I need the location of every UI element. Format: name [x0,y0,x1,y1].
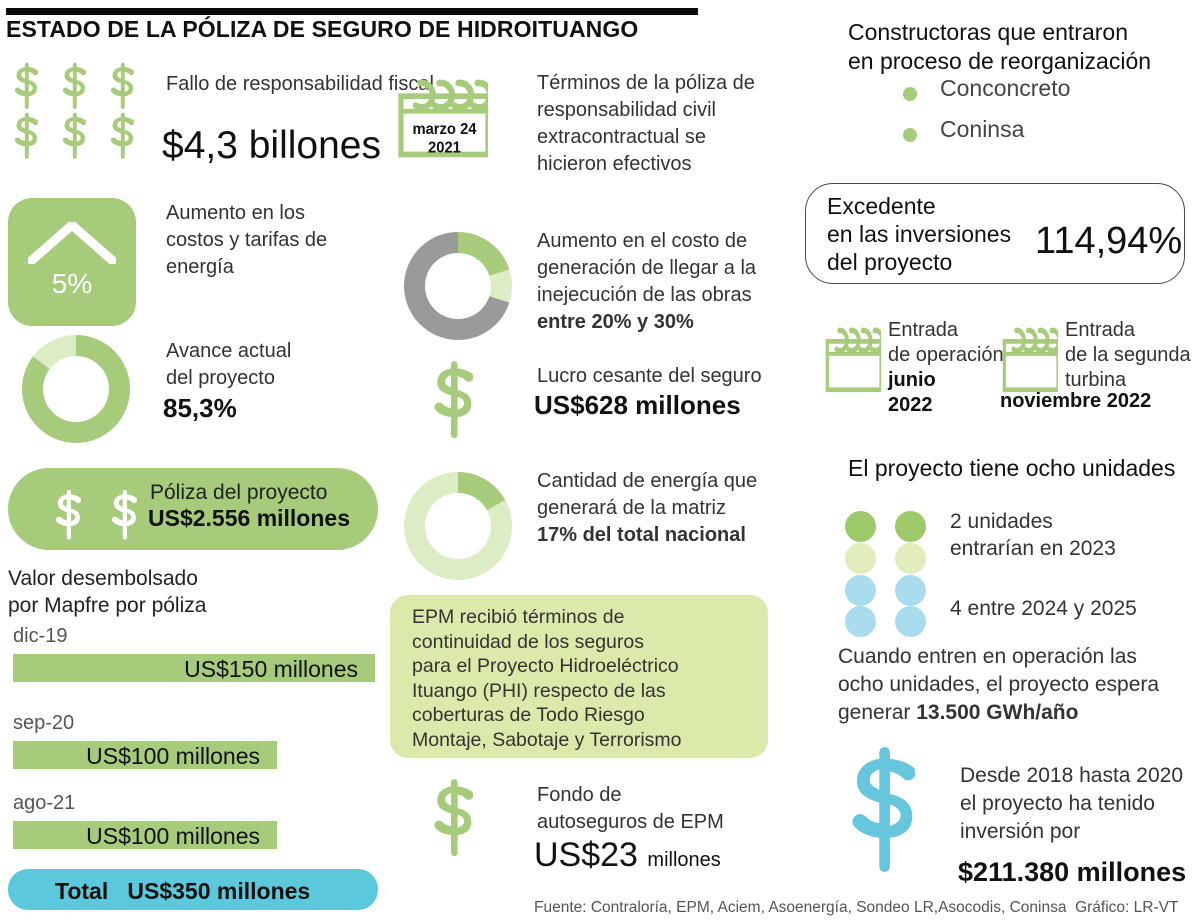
svg-text:marzo 24: marzo 24 [412,120,476,138]
svg-text:2021: 2021 [428,139,461,157]
